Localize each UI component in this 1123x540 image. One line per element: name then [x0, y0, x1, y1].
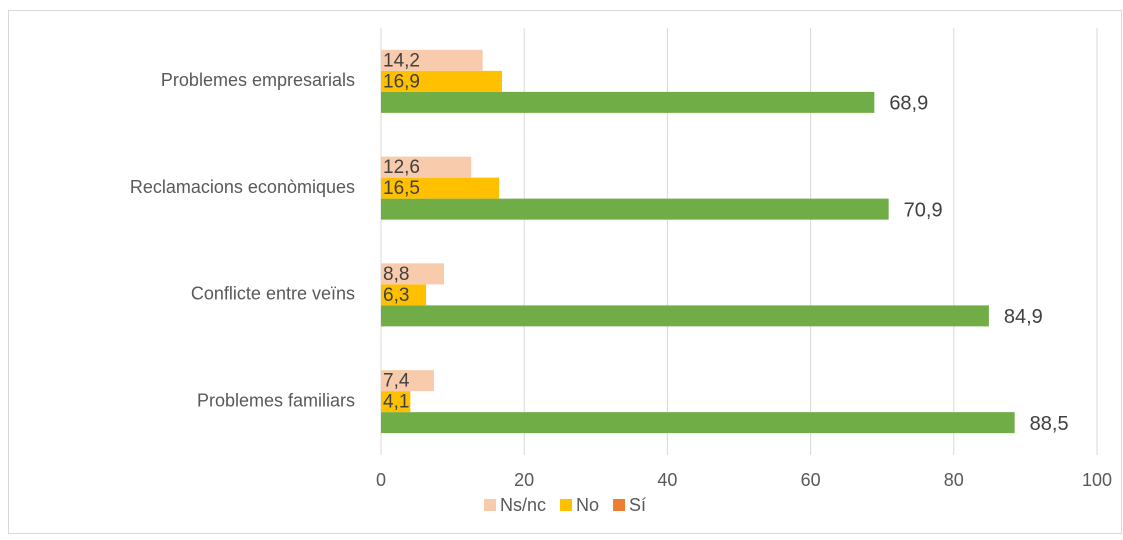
data-label: 14,2 — [383, 50, 420, 71]
bar — [381, 198, 889, 220]
legend-swatch — [484, 499, 496, 511]
bar — [381, 49, 483, 71]
y-tick-label: Problemes empresarials — [161, 70, 355, 90]
bar — [381, 263, 445, 285]
bar — [381, 156, 472, 178]
x-tick-label: 20 — [514, 470, 534, 490]
data-label: 84,9 — [1004, 306, 1043, 328]
x-tick-label: 40 — [657, 470, 677, 490]
data-label: 70,9 — [904, 199, 943, 221]
legend-swatch — [613, 499, 626, 511]
bar — [381, 391, 411, 413]
bar — [381, 177, 500, 199]
data-label: 7,4 — [383, 371, 410, 392]
data-label: 88,5 — [1030, 413, 1069, 435]
x-tick-label: 0 — [376, 470, 386, 490]
data-label: 8,8 — [383, 264, 409, 285]
legend-label: Ns/nc — [500, 495, 546, 515]
bar — [381, 305, 989, 327]
x-tick-label: 80 — [944, 470, 964, 490]
bar — [381, 412, 1015, 434]
data-label: 4,1 — [383, 392, 409, 413]
x-tick-label: 100 — [1082, 470, 1112, 490]
bar — [381, 70, 503, 92]
bar — [381, 91, 875, 113]
legend-swatch — [560, 499, 573, 511]
data-label: 16,9 — [383, 71, 420, 92]
y-tick-label: Problemes familiars — [197, 390, 355, 410]
legend-label: Sí — [629, 495, 646, 515]
bar — [381, 284, 427, 306]
data-label: 16,5 — [383, 178, 420, 199]
data-label: 12,6 — [383, 157, 420, 178]
bar — [381, 370, 434, 392]
data-label: 6,3 — [383, 285, 409, 306]
data-label: 68,9 — [889, 93, 928, 115]
legend-label: No — [576, 495, 599, 515]
x-tick-label: 60 — [801, 470, 821, 490]
y-tick-label: Conflicte entre veïns — [191, 284, 355, 304]
y-tick-label: Reclamacions econòmiques — [130, 177, 355, 197]
